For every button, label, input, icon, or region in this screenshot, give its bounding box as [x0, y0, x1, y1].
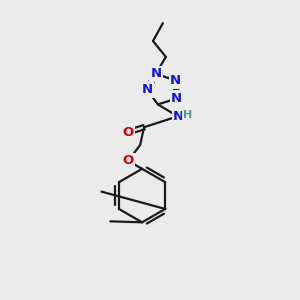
Text: N: N: [173, 110, 184, 123]
Text: N: N: [171, 92, 182, 105]
Text: N: N: [150, 67, 161, 80]
Text: H: H: [183, 110, 192, 120]
Text: O: O: [123, 154, 134, 167]
Text: N: N: [142, 83, 153, 96]
Text: N: N: [170, 74, 181, 87]
Text: O: O: [123, 126, 134, 139]
